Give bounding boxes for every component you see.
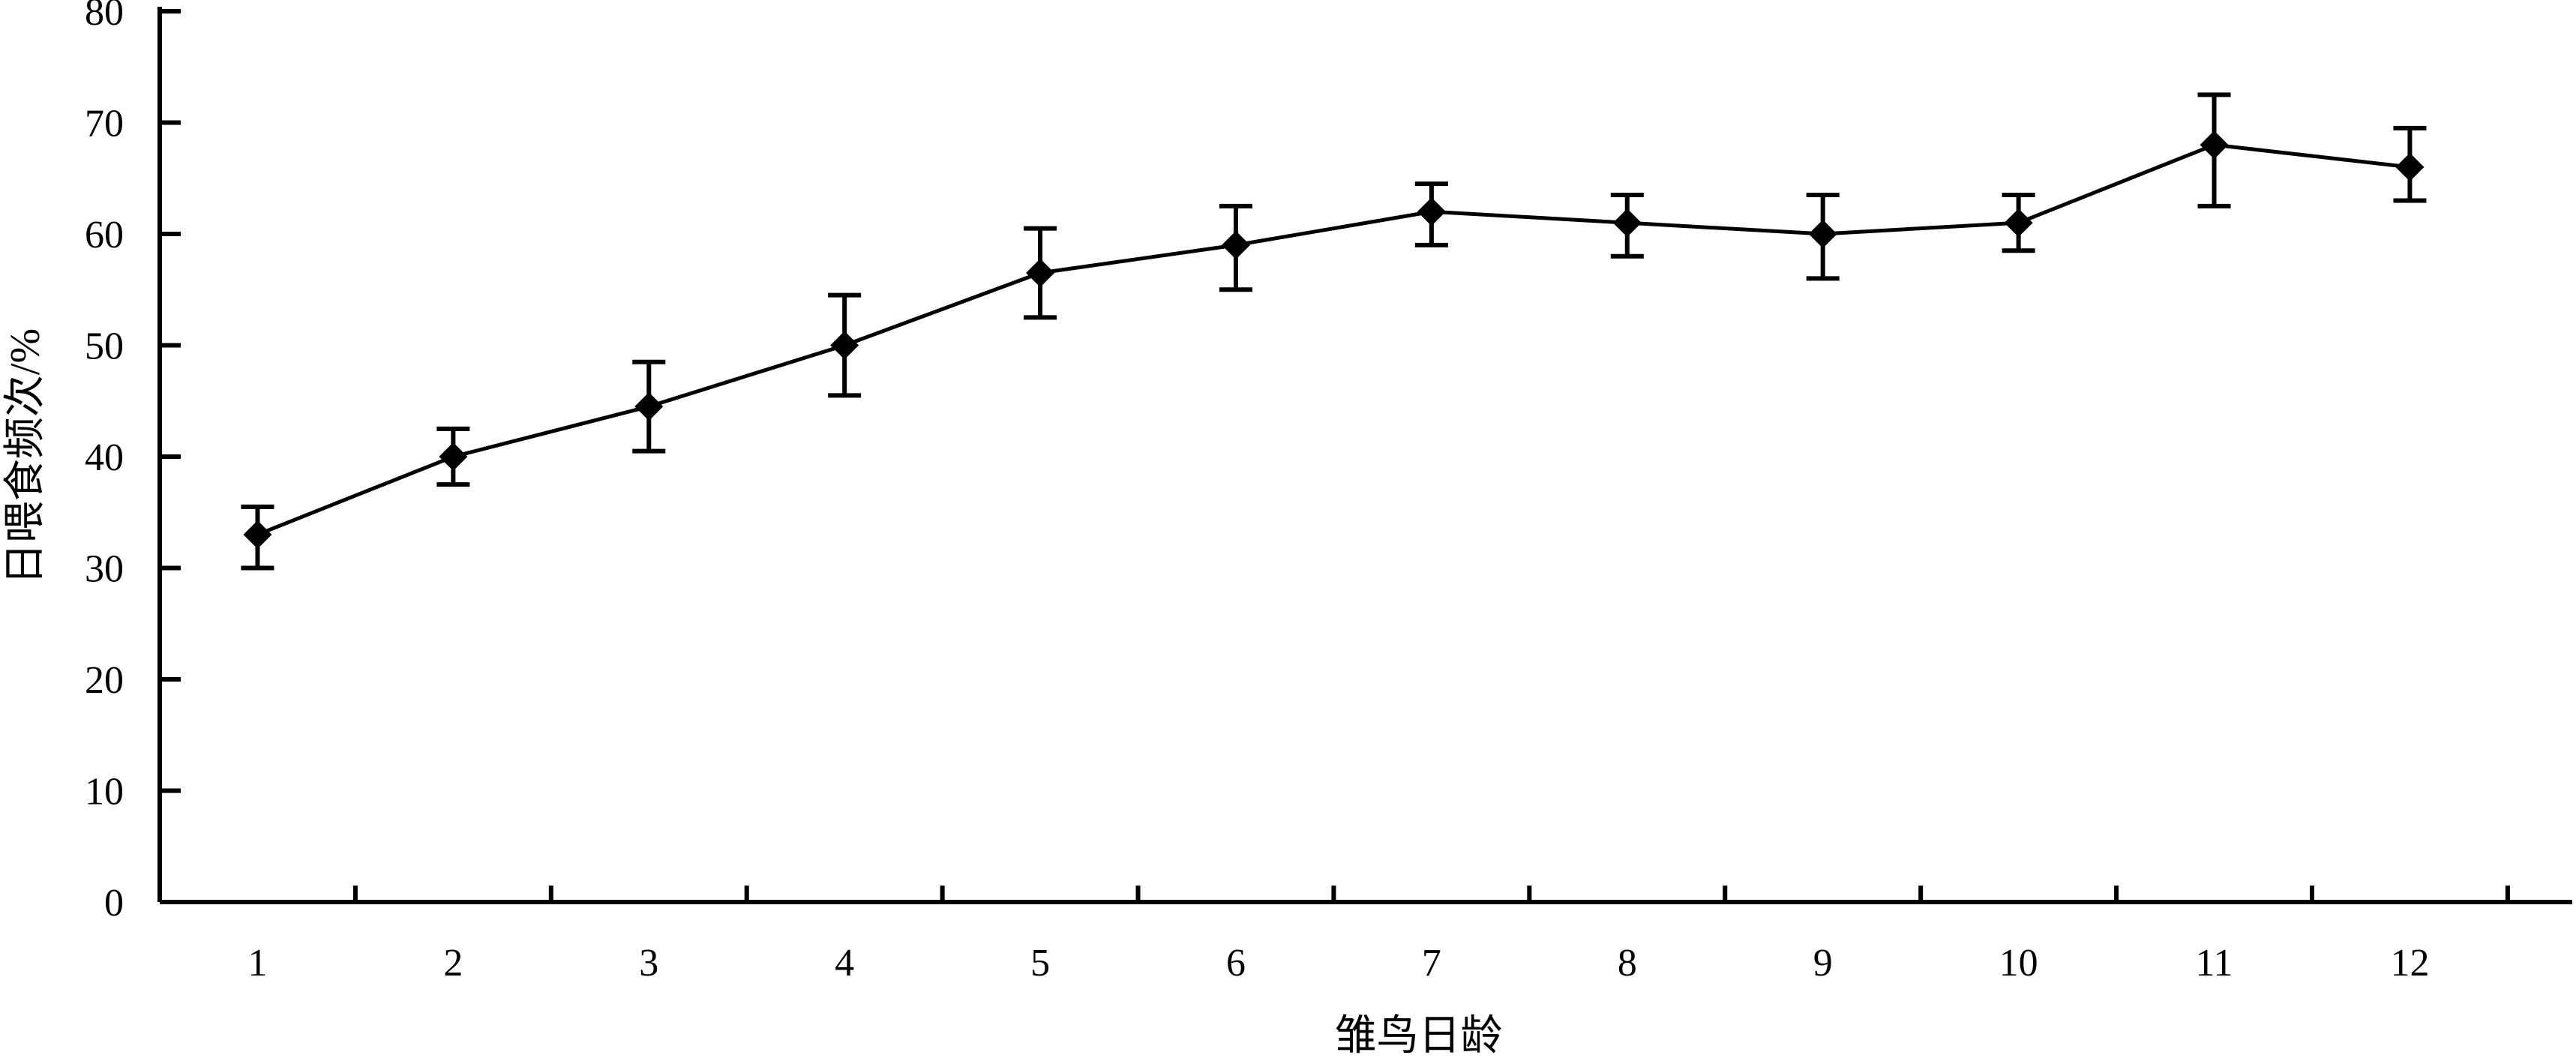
y-tick-label: 10 <box>85 771 124 814</box>
data-point <box>634 392 664 421</box>
data-point <box>1026 258 1055 287</box>
y-tick-label: 0 <box>104 882 124 925</box>
series-line <box>256 142 2410 537</box>
y-tick-label: 30 <box>85 548 124 591</box>
data-point <box>2395 152 2425 181</box>
data-point <box>243 520 272 549</box>
x-tick-label: 11 <box>2195 942 2233 985</box>
x-tick-label: 6 <box>1226 942 1246 985</box>
x-tick-label: 1 <box>247 942 267 985</box>
x-tick-label: 7 <box>1422 942 1441 985</box>
x-tick-label: 5 <box>1030 942 1050 985</box>
series-layer <box>241 92 2427 571</box>
x-axis-ticks: 1 2 3 4 5 6 7 8 9 10 11 12 <box>247 886 2510 985</box>
data-point <box>1808 220 1837 248</box>
y-tick-label: 50 <box>85 325 124 368</box>
x-tick-label: 2 <box>443 942 463 985</box>
data-point <box>1612 208 1642 238</box>
y-tick-label: 70 <box>85 103 124 145</box>
x-tick-label: 8 <box>1618 942 1637 985</box>
y-tick-label: 20 <box>85 659 124 702</box>
data-point <box>2004 208 2033 238</box>
data-point <box>1417 197 1446 226</box>
y-axis-ticks: 0 10 20 30 40 50 60 70 80 <box>85 0 181 925</box>
y-tick-label: 60 <box>85 214 124 256</box>
x-tick-label: 10 <box>1999 942 2038 985</box>
x-axis-title: 雏鸟日龄 <box>1335 1013 1503 1060</box>
x-tick-label: 12 <box>2390 942 2429 985</box>
data-point <box>1221 230 1250 259</box>
data-point <box>439 442 468 471</box>
y-tick-label: 40 <box>85 436 124 479</box>
y-tick-label: 80 <box>85 0 124 34</box>
x-tick-label: 4 <box>835 942 854 985</box>
data-point <box>830 331 859 360</box>
y-axis-title: 日喂食频次/% <box>2 328 49 585</box>
x-tick-label: 3 <box>639 942 658 985</box>
data-point <box>2200 130 2229 160</box>
x-tick-label: 9 <box>1813 942 1833 985</box>
